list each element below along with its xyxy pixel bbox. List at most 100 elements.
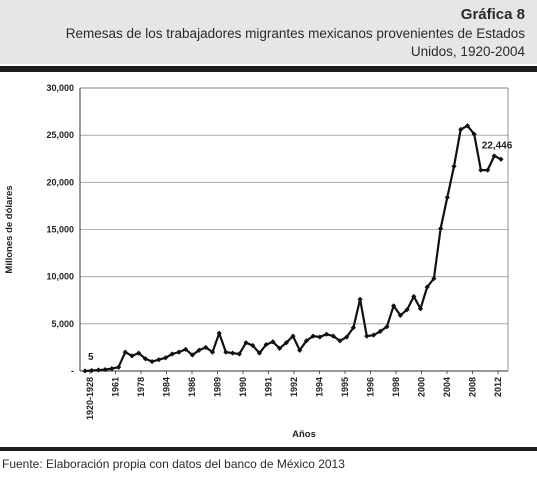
x-tick-label: 1978 — [136, 377, 146, 397]
figure-label: Gráfica 8 — [460, 6, 525, 23]
data-point — [344, 334, 350, 340]
x-tick-label: 2004 — [442, 377, 452, 397]
data-point — [337, 338, 343, 344]
data-point — [498, 156, 504, 162]
data-point — [310, 333, 316, 339]
data-point — [458, 126, 464, 133]
data-point — [183, 346, 189, 352]
line-chart: - 5,000 10,000 15,000 20,000 25,000 30,000 1920… — [4, 83, 513, 440]
data-points — [82, 123, 504, 374]
data-point — [417, 306, 424, 312]
data-point — [397, 312, 403, 318]
data-point — [317, 334, 323, 340]
data-point — [411, 293, 417, 300]
data-point — [169, 351, 175, 357]
data-point — [223, 349, 229, 355]
data-point — [263, 341, 269, 348]
data-point — [142, 356, 148, 362]
data-point — [250, 342, 256, 349]
x-tick-label: 2000 — [417, 377, 427, 397]
data-point — [471, 131, 477, 137]
top-rule — [0, 66, 537, 72]
data-point — [109, 366, 115, 372]
data-point — [95, 367, 102, 373]
data-point — [484, 167, 491, 173]
y-tick-label: 5,000 — [51, 319, 74, 329]
x-tick-label: 1984 — [162, 377, 172, 397]
data-point — [243, 340, 249, 346]
axis-labels: - 5,000 10,000 15,000 20,000 25,000 30,000 1920… — [4, 83, 513, 440]
data-point — [491, 153, 497, 159]
data-point — [156, 357, 162, 363]
x-tick-label: 1989 — [213, 377, 223, 397]
y-tick-label: 15,000 — [46, 225, 74, 235]
data-point — [424, 284, 430, 290]
x-tick-label: 1998 — [391, 377, 401, 397]
chart-title: Remesas de los trabajadores migrantes me… — [65, 26, 525, 59]
data-point — [256, 350, 263, 356]
data-point — [451, 163, 457, 169]
x-tick-label: 1995 — [340, 377, 350, 397]
gridlines — [80, 87, 508, 325]
data-point — [162, 355, 169, 361]
data-point — [303, 338, 310, 344]
data-point — [290, 333, 296, 339]
axes — [79, 87, 509, 374]
data-point — [149, 358, 155, 365]
data-point — [357, 296, 363, 302]
y-axis-title: Millones de dólares — [4, 185, 15, 273]
x-tick-label: 1920-1928 — [85, 377, 95, 420]
data-point — [377, 328, 383, 334]
data-point — [89, 367, 95, 374]
y-tick-label: 30,000 — [46, 83, 74, 93]
data-point — [136, 350, 142, 356]
data-point — [203, 344, 209, 351]
data-point — [82, 368, 88, 374]
x-tick-label: 1994 — [315, 377, 325, 397]
source-note: Fuente: Elaboración propia con datos del… — [2, 457, 345, 471]
data-point — [431, 275, 437, 282]
bottom-rule — [0, 447, 537, 451]
x-tick-label: 1996 — [366, 377, 376, 397]
x-tick-label: 1990 — [238, 377, 248, 397]
data-point — [122, 349, 128, 355]
data-point — [323, 331, 330, 337]
x-tick-label: 1992 — [289, 377, 299, 397]
data-point — [350, 325, 356, 331]
data-point — [364, 333, 370, 339]
data-point — [330, 333, 336, 339]
y-tick-label: 10,000 — [46, 272, 74, 282]
x-tick-label: 1986 — [187, 377, 197, 397]
data-point — [176, 349, 182, 355]
y-tick-label: 20,000 — [46, 177, 74, 187]
data-point — [102, 366, 108, 373]
data-point — [464, 123, 471, 129]
data-point — [276, 345, 283, 351]
data-point — [370, 332, 377, 338]
x-axis-title: Años — [292, 429, 316, 440]
data-point — [129, 353, 135, 359]
data-point — [270, 339, 276, 345]
x-tick-label: 2012 — [493, 377, 503, 397]
data-point — [478, 167, 484, 173]
x-tick-label: 1961 — [111, 377, 121, 397]
data-point — [196, 347, 202, 353]
data-point — [189, 352, 195, 358]
data-point — [230, 350, 236, 356]
figure-header: Gráfica 8 Remesas de los trabajadores mi… — [0, 0, 537, 64]
data-point — [209, 349, 216, 355]
data-point — [115, 364, 122, 370]
data-point — [384, 324, 390, 330]
data-point — [438, 225, 444, 232]
data-point — [236, 351, 242, 357]
data-point — [283, 340, 289, 346]
y-tick-label: - — [71, 366, 74, 376]
data-point — [216, 330, 222, 336]
x-tick-label: 1991 — [264, 377, 274, 397]
x-tick-label: 2008 — [468, 377, 478, 397]
data-point — [444, 194, 450, 201]
data-point — [297, 347, 303, 353]
data-label: 22,446 — [482, 140, 513, 151]
data-label: 5 — [88, 352, 94, 363]
y-tick-label: 25,000 — [46, 130, 74, 140]
